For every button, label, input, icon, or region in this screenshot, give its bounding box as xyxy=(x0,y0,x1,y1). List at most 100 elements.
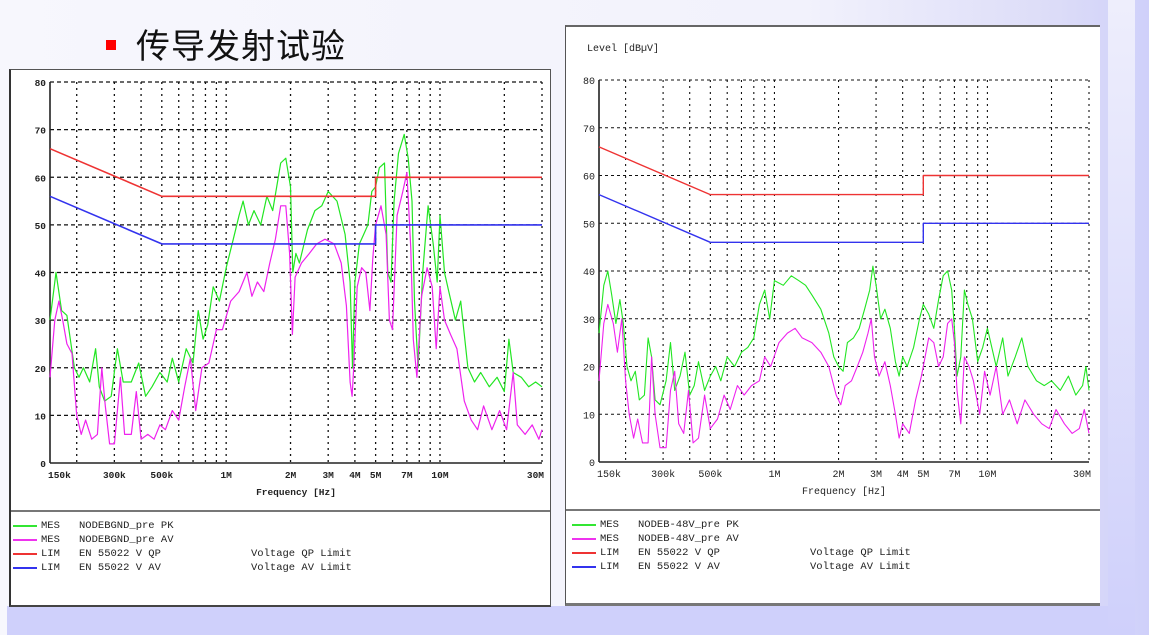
legend-swatch xyxy=(13,539,37,541)
y-tick-label: 0 xyxy=(40,459,46,470)
series-line-nodeb-48v-pre-av xyxy=(598,303,1090,449)
x-tick-label: 5M xyxy=(370,470,382,481)
legend-swatch xyxy=(13,553,37,555)
x-tick-label: 300k xyxy=(103,470,126,481)
legend-description: Voltage QP Limit xyxy=(251,548,352,560)
legend-kind: MES xyxy=(600,533,619,545)
legend-item: LIM EN 55022 V QP Voltage QP Limit xyxy=(13,547,352,561)
x-tick-label: 10M xyxy=(431,470,448,481)
x-tick-label: 150k xyxy=(597,469,621,481)
y-tick-label: 20 xyxy=(35,364,47,375)
x-tick-label: 2M xyxy=(285,470,297,481)
series-line-en-55022-v-av xyxy=(49,195,542,245)
x-tick-label: 3M xyxy=(322,470,334,481)
slide-title: 传导发射试验 xyxy=(106,18,346,68)
x-tick-label: 7M xyxy=(401,470,413,481)
y-tick-label: 70 xyxy=(583,125,595,136)
series-line-nodebgnd-pre-av xyxy=(49,171,543,445)
legend-description: Voltage QP Limit xyxy=(810,547,911,559)
x-tick-label: 1M xyxy=(220,470,232,481)
legend-item: LIM EN 55022 V QP Voltage QP Limit xyxy=(572,546,911,560)
x-tick-label: 30M xyxy=(1073,470,1091,481)
legend-left: MES NODEBGND_pre PK MES NODEBGND_pre AV LIM E… xyxy=(13,519,352,575)
y-tick-label: 70 xyxy=(35,126,47,137)
legend-swatch xyxy=(572,524,596,526)
y-tick-label: 40 xyxy=(583,268,595,279)
legend-item: LIM EN 55022 V AV Voltage AV Limit xyxy=(572,560,911,574)
legend-item: LIM EN 55022 V AV Voltage AV Limit xyxy=(13,561,352,575)
legend-kind: LIM xyxy=(41,562,60,574)
legend-swatch xyxy=(13,525,37,527)
y-tick-label: 50 xyxy=(583,220,595,231)
x-tick-label: 500k xyxy=(150,470,173,481)
series-line-en-55022-v-av xyxy=(598,193,1089,244)
legend-item: MES NODEBGND_pre AV xyxy=(13,533,352,547)
x-tick-label: 5M xyxy=(917,470,929,481)
legend-name: NODEB-48V_pre PK xyxy=(638,519,739,531)
x-tick-label: 4M xyxy=(897,470,909,481)
y-tick-label: 10 xyxy=(583,411,595,422)
legend-name: NODEB-48V_pre AV xyxy=(638,533,739,545)
legend-item: MES NODEB-48V_pre PK xyxy=(572,518,911,532)
y-tick-label: 40 xyxy=(35,269,47,280)
y-tick-label: 30 xyxy=(583,316,595,327)
y-tick-label: 80 xyxy=(583,77,595,88)
x-tick-label: 300k xyxy=(651,469,675,481)
x-tick-label: 500k xyxy=(698,469,722,481)
legend-kind: MES xyxy=(600,519,619,531)
x-tick-label: 3M xyxy=(870,470,882,481)
legend-description: Voltage AV Limit xyxy=(810,561,911,573)
emi-chart-left-panel: 0 10 20 30 40 50 60 70 80 150k 300k 500k 1M 2M 3M 4M 5M 7… xyxy=(9,69,551,607)
legend-name: NODEBGND_pre AV xyxy=(79,534,174,546)
legend-swatch xyxy=(13,567,37,569)
legend-description: Voltage AV Limit xyxy=(251,562,352,574)
x-tick-label: 7M xyxy=(948,470,960,481)
legend-kind: MES xyxy=(41,520,60,532)
x-axis-title: Frequency [Hz] xyxy=(802,486,886,498)
x-tick-label: 2M xyxy=(833,470,845,481)
legend-item: MES NODEBGND_pre PK xyxy=(13,519,352,533)
y-tick-label: 80 xyxy=(35,78,47,89)
y-tick-label: 60 xyxy=(35,173,47,184)
bullet-square-icon xyxy=(106,40,116,50)
legend-kind: LIM xyxy=(41,548,60,560)
series-line-nodeb-48v-pre-pk xyxy=(598,265,1090,406)
legend-swatch xyxy=(572,566,596,568)
x-tick-label: 10M xyxy=(978,470,996,481)
y-tick-label: 60 xyxy=(583,173,595,184)
grid xyxy=(50,81,543,463)
legend-name: EN 55022 V AV xyxy=(79,562,161,574)
legend-right: MES NODEB-48V_pre PK MES NODEB-48V_pre AV LI… xyxy=(572,518,911,574)
x-tick-label: 30M xyxy=(527,470,544,481)
y-axis-title: Level [dBµV] xyxy=(587,44,660,55)
y-tick-label: 20 xyxy=(583,364,595,375)
y-tick-label: 0 xyxy=(589,459,595,470)
legend-item: MES NODEB-48V_pre AV xyxy=(572,532,911,546)
slide-title-text: 传导发射试验 xyxy=(136,26,346,67)
legend-name: EN 55022 V QP xyxy=(79,548,161,560)
x-tick-label: 1M xyxy=(768,470,780,481)
emi-chart-right-panel: Level [dBµV] 0 10 20 30 40 50 60 70 80 150k 300k 50… xyxy=(565,25,1100,606)
y-tick-label: 50 xyxy=(35,221,47,232)
legend-name: NODEBGND_pre PK xyxy=(79,520,174,532)
y-tick-label: 10 xyxy=(35,411,47,422)
legend-swatch xyxy=(572,538,596,540)
emi-chart-right: 0 10 20 30 40 50 60 70 80 150k 300k 500k 1M 2M 3M 4M 5M 7… xyxy=(583,77,1091,498)
x-tick-label: 150k xyxy=(48,470,71,481)
legend-name: EN 55022 V AV xyxy=(638,561,720,573)
x-axis-title: Frequency [Hz] xyxy=(256,487,336,498)
series-line-nodebgnd-pre-pk xyxy=(49,133,543,402)
series-line-en-55022-v-qp xyxy=(49,147,542,198)
legend-kind: MES xyxy=(41,534,60,546)
x-tick-label: 4M xyxy=(349,470,361,481)
legend-swatch xyxy=(572,552,596,554)
slide-right-band xyxy=(1108,0,1135,635)
slide-bottom-band xyxy=(7,606,1135,635)
series-line-en-55022-v-qp xyxy=(598,146,1089,196)
grid xyxy=(599,79,1090,462)
legend-kind: LIM xyxy=(600,561,619,573)
legend-kind: LIM xyxy=(600,547,619,559)
emi-chart-left: 0 10 20 30 40 50 60 70 80 150k 300k 500k 1M 2M 3M 4M 5M 7… xyxy=(35,78,545,498)
y-tick-label: 30 xyxy=(35,316,47,327)
legend-separator xyxy=(566,509,1100,511)
